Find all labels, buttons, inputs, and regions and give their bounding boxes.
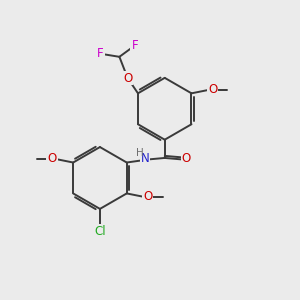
Text: O: O [143, 190, 152, 203]
Text: O: O [47, 152, 57, 166]
Text: Cl: Cl [94, 225, 106, 238]
Text: F: F [131, 38, 138, 52]
Text: H: H [136, 148, 144, 158]
Text: O: O [208, 83, 217, 96]
Text: O: O [182, 152, 191, 165]
Text: O: O [123, 71, 132, 85]
Text: N: N [141, 152, 149, 165]
Text: F: F [97, 47, 104, 60]
